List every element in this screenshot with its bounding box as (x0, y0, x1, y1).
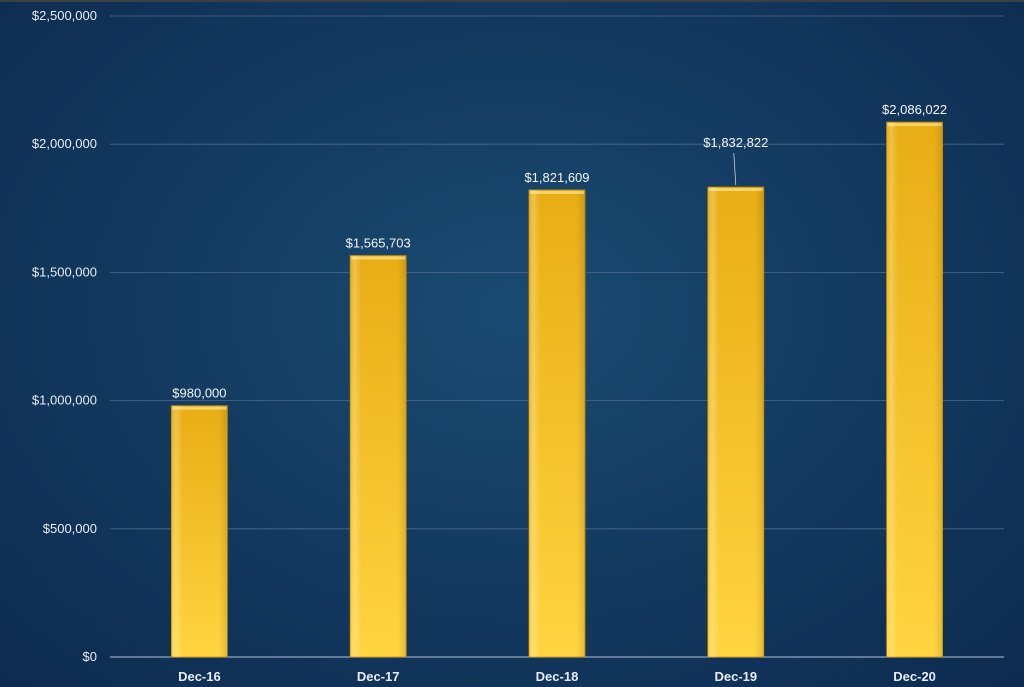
bars (170, 121, 943, 658)
data-label: $980,000 (172, 386, 226, 401)
bar-shine (350, 255, 407, 657)
data-label-leader-line (733, 153, 737, 186)
y-tick-label: $2,000,000 (32, 136, 97, 151)
x-axis-category-labels: Dec-16 Dec-17 Dec-18 Dec-19 Dec-20 (178, 669, 936, 684)
y-tick-label: $0 (83, 649, 97, 664)
bar-shine (171, 405, 228, 657)
data-label: $1,565,703 (346, 236, 411, 251)
y-tick-label: $2,500,000 (32, 8, 97, 23)
x-category-label: Dec-16 (178, 669, 221, 684)
x-category-label: Dec-18 (536, 669, 579, 684)
bar-top-highlight (887, 123, 942, 127)
bar-top-highlight (351, 256, 406, 260)
bar-shine (529, 189, 585, 657)
y-tick-label: $1,500,000 (32, 264, 97, 279)
y-axis-tick-labels: $0 $500,000 $1,000,000 $1,500,000 $2,000,000… (32, 8, 97, 664)
bar-shine (707, 187, 764, 657)
data-label: $1,832,822 (703, 135, 768, 150)
bar-top-highlight (708, 188, 763, 192)
bar-shine (886, 122, 943, 657)
x-category-label: Dec-20 (893, 669, 936, 684)
data-label: $2,086,022 (882, 102, 947, 117)
data-labels: $980,000 $1,565,703 $1,821,609 $1,832,822 $2… (172, 102, 947, 401)
data-label: $1,821,609 (524, 170, 589, 185)
bar-top-highlight (172, 406, 227, 410)
bar-top-highlight (530, 190, 584, 194)
y-tick-label: $500,000 (43, 521, 97, 536)
x-category-label: Dec-17 (357, 669, 400, 684)
y-tick-label: $1,000,000 (32, 393, 97, 408)
x-category-label: Dec-19 (714, 669, 757, 684)
